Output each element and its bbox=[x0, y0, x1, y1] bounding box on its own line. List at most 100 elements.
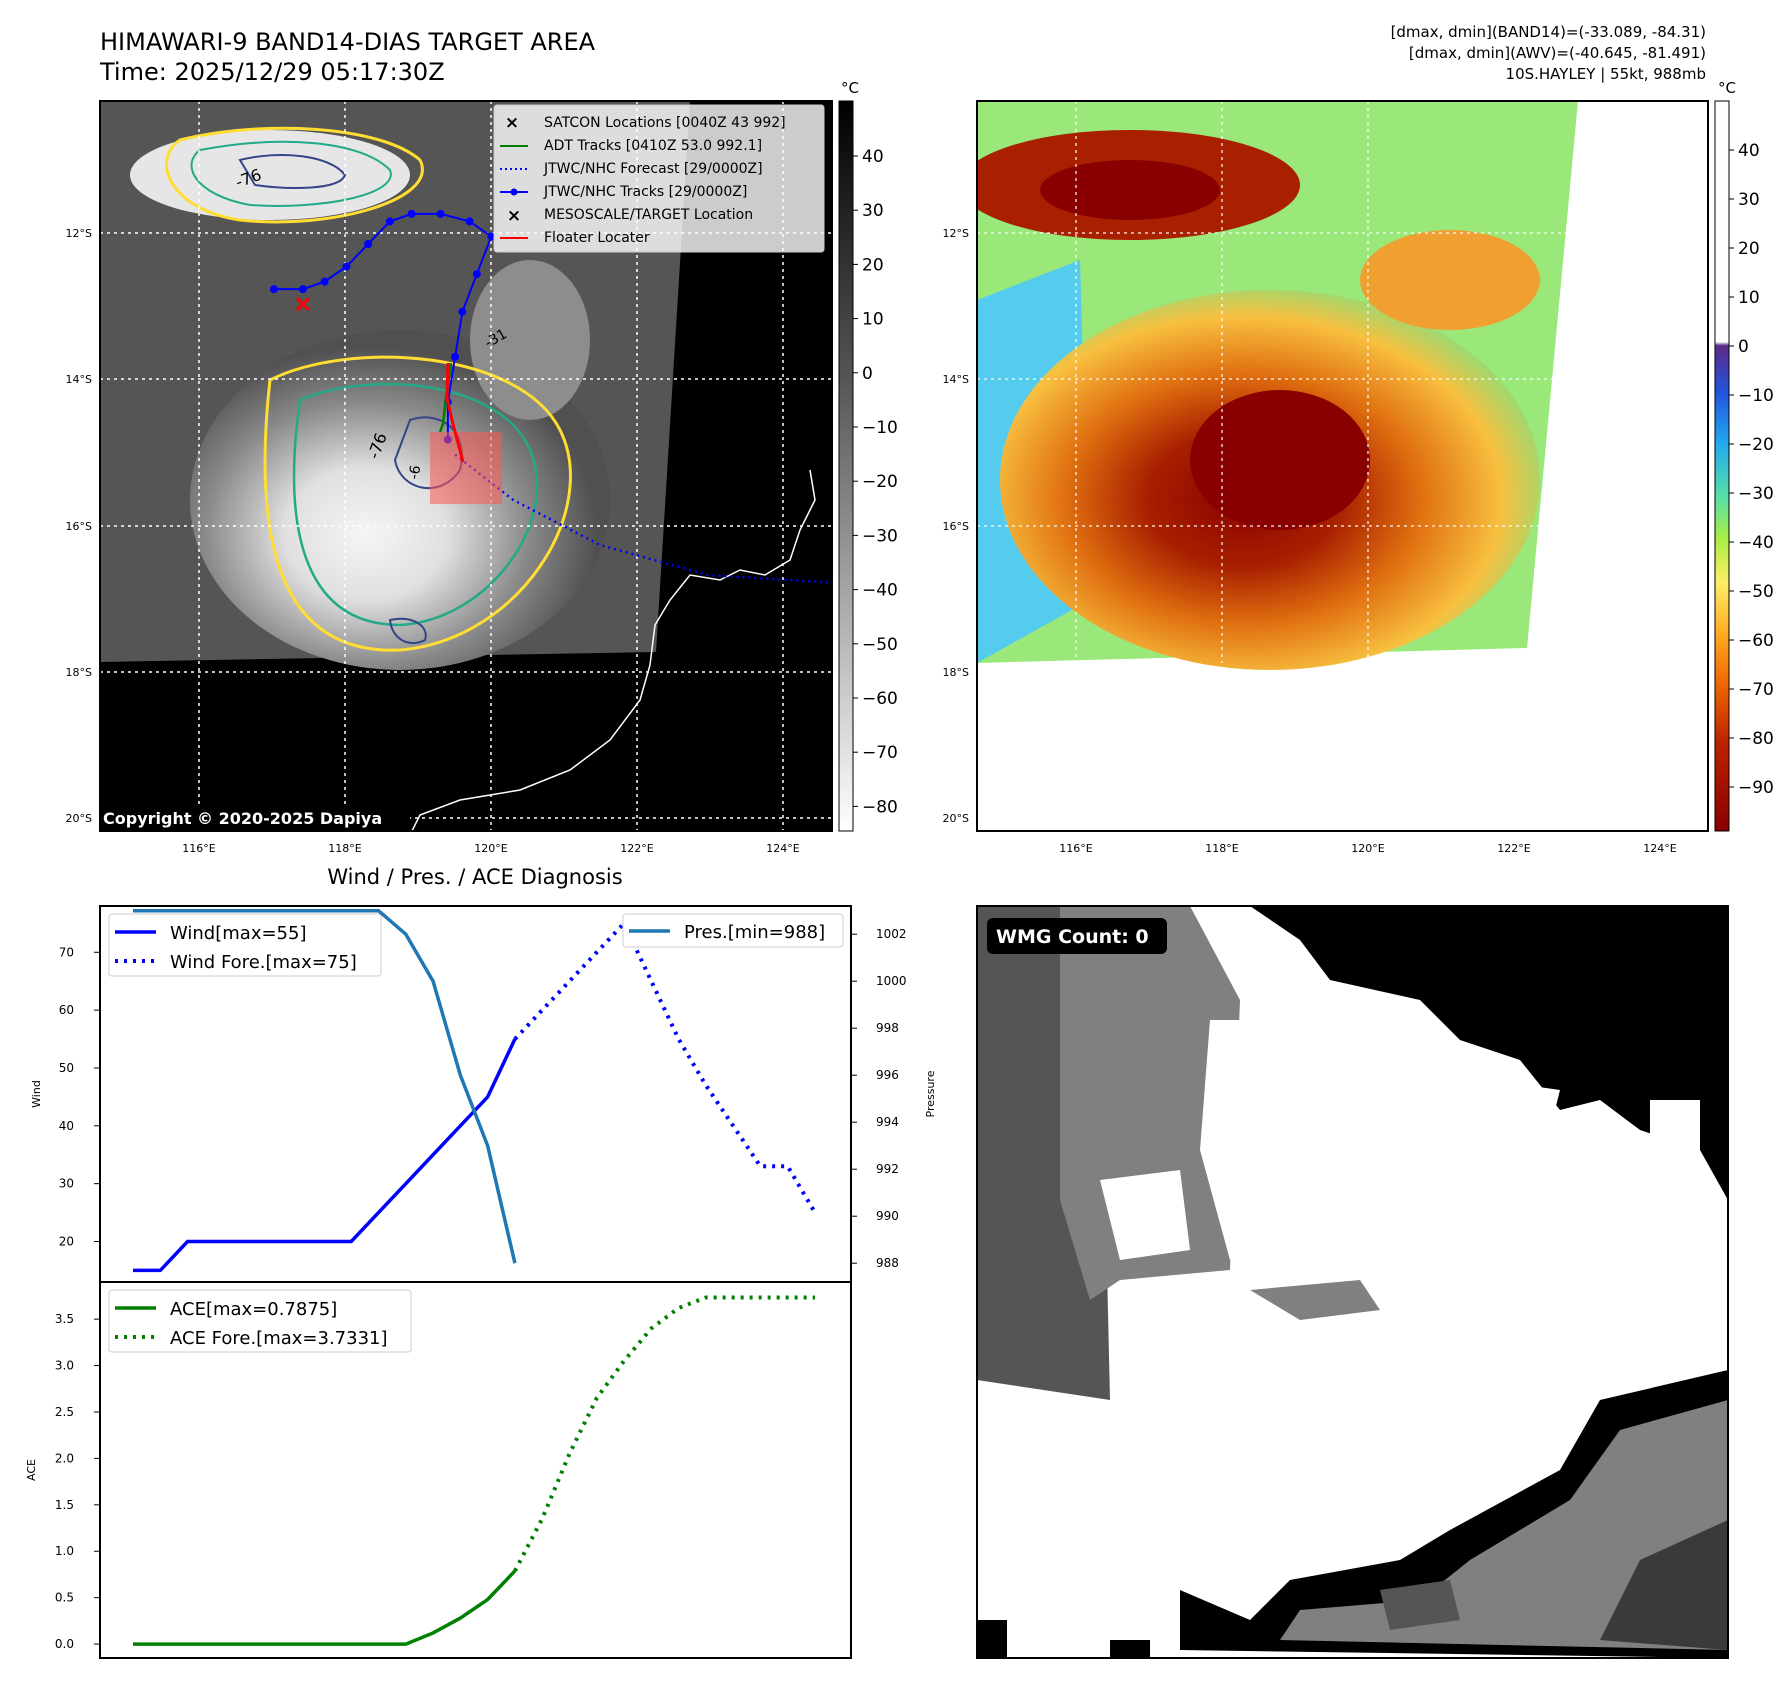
axis-tick-label: 40 bbox=[59, 1119, 74, 1133]
gray-colorbar-ramp bbox=[838, 100, 854, 832]
svg-text:14°S: 14°S bbox=[943, 373, 969, 386]
pressure-axis-label: Pressure bbox=[924, 1070, 937, 1117]
jtwc-track-point bbox=[465, 217, 474, 226]
colorbar-tick-label: −40 bbox=[862, 581, 898, 601]
target-x-icon: × bbox=[507, 206, 521, 226]
wind-forecast-series bbox=[513, 919, 817, 1214]
axis-tick-label: 992 bbox=[876, 1162, 899, 1176]
svg-text:118°E: 118°E bbox=[328, 842, 361, 855]
map-frame bbox=[99, 100, 833, 832]
svg-text:120°E: 120°E bbox=[1351, 842, 1384, 855]
colorbar-tick-label: −70 bbox=[1738, 680, 1774, 700]
svg-text:124°E: 124°E bbox=[1643, 842, 1676, 855]
colorbar-tick-label: −10 bbox=[862, 418, 898, 438]
gray-colorbar: °C 40 30 20 10 0 −10 −20 −30 −40 −50 −60 −70 −80 bbox=[838, 79, 898, 832]
ace-series bbox=[133, 1569, 517, 1646]
jtwc-track-point bbox=[487, 232, 496, 241]
axis-tick-label: 60 bbox=[59, 1003, 74, 1017]
info-awv: [dmax, dmin](AWV)=(-40.645, -81.491) bbox=[1409, 44, 1706, 62]
wind-series bbox=[133, 1038, 517, 1273]
svg-text:116°E: 116°E bbox=[182, 842, 215, 855]
copyright-text: Copyright © 2020-2025 Dapiya bbox=[103, 809, 382, 828]
color-colorbar: °C 40 30 20 10 0 −10 −20 −30 −40 −50 −60 −70 −80 −90 bbox=[1714, 79, 1774, 832]
axis-tick-label: 2.0 bbox=[55, 1451, 74, 1465]
svg-text:118°E: 118°E bbox=[1205, 842, 1238, 855]
wmg-panel: WMG Count: 0 bbox=[976, 905, 1729, 1659]
colorbar-tick-label: 40 bbox=[1738, 141, 1760, 161]
jtwc-track-point bbox=[458, 307, 467, 316]
svg-text:122°E: 122°E bbox=[1497, 842, 1530, 855]
jtwc-track-points bbox=[269, 209, 496, 444]
colorbar-tick-label: 0 bbox=[1738, 337, 1749, 357]
pressure-legend-label: Pres.[min=988] bbox=[684, 922, 825, 943]
axis-tick-label: 20 bbox=[59, 1235, 74, 1249]
color-colorbar-ramp bbox=[1714, 100, 1730, 832]
axis-tick-label: 70 bbox=[59, 945, 74, 959]
legend-jtwc-forecast: JTWC/NHC Forecast [29/0000Z] bbox=[543, 161, 763, 177]
contour-outer bbox=[263, 355, 572, 652]
colorbar-tick-label: 10 bbox=[1738, 288, 1760, 308]
axis-tick-label: 30 bbox=[59, 1177, 74, 1191]
target-x-stroke bbox=[295, 297, 310, 312]
legend-box bbox=[493, 104, 825, 253]
color-map-lon-labels: 116°E 118°E 120°E 122°E 124°E bbox=[1059, 842, 1676, 855]
axis-tick-label: 1.5 bbox=[55, 1498, 74, 1512]
svg-text:12°S: 12°S bbox=[66, 227, 92, 240]
jtwc-track-point bbox=[364, 239, 373, 248]
floater-target-box bbox=[430, 432, 502, 504]
color-map-frame bbox=[976, 100, 1709, 832]
jtwc-track-point bbox=[451, 352, 460, 361]
pressure-series bbox=[133, 908, 517, 1264]
colorbar-tick-label: −80 bbox=[1738, 729, 1774, 749]
axis-tick-label: 3.5 bbox=[55, 1312, 74, 1326]
svg-text:16°S: 16°S bbox=[943, 520, 969, 533]
axis-tick-label: 0.5 bbox=[55, 1591, 74, 1605]
legend-adt: ADT Tracks [0410Z 53.0 992.1] bbox=[544, 138, 762, 154]
legend-jtwc-tracks: JTWC/NHC Tracks [29/0000Z] bbox=[543, 184, 747, 200]
wind-legend: Wind[max=55] Wind Fore.[max=75] bbox=[108, 913, 382, 977]
svg-text:116°E: 116°E bbox=[1059, 842, 1092, 855]
satcon-marker-icon: × bbox=[505, 113, 519, 133]
ace-forecast-series bbox=[513, 1295, 815, 1572]
colorbar-tick-label: −50 bbox=[1738, 582, 1774, 602]
wmg-black-region bbox=[1250, 906, 1728, 1200]
floater-locater-line bbox=[445, 362, 465, 463]
wmg-frame bbox=[976, 905, 1729, 1659]
map-lat-labels: 12°S 14°S 16°S 18°S 20°S bbox=[66, 227, 92, 825]
axis-tick-label: 990 bbox=[876, 1209, 899, 1223]
coastline bbox=[411, 469, 816, 831]
colorbar-tick-label: 20 bbox=[862, 255, 884, 275]
colorbar-tick-label: −60 bbox=[862, 689, 898, 709]
colorbar-tick-label: −30 bbox=[862, 526, 898, 546]
figure-time: Time: 2025/12/29 05:17:30Z bbox=[99, 58, 445, 86]
svg-text:122°E: 122°E bbox=[620, 842, 653, 855]
wind-y-axis: 70 60 50 40 30 20 bbox=[59, 945, 100, 1249]
axis-tick-label: 3.0 bbox=[55, 1359, 74, 1373]
colorbar-tick-label: 10 bbox=[862, 310, 884, 330]
wmg-count-badge bbox=[987, 918, 1167, 954]
ace-plot: 3.5 3.0 2.5 2.0 1.5 1.0 0.5 0.0 ACE ACE[max=0.7… bbox=[25, 1281, 852, 1659]
legend-mesoscale: MESOSCALE/TARGET Location bbox=[544, 207, 753, 223]
svg-text:20°S: 20°S bbox=[66, 812, 92, 825]
wmg-count-label: WMG Count: 0 bbox=[996, 926, 1149, 948]
pressure-y-axis: 1002 1000 998 996 994 992 990 988 bbox=[851, 927, 907, 1270]
colorbar-tick-label: −20 bbox=[1738, 435, 1774, 455]
svg-text:124°E: 124°E bbox=[766, 842, 799, 855]
jtwc-track-point bbox=[436, 209, 445, 218]
axis-tick-label: 1.0 bbox=[55, 1544, 74, 1558]
axis-tick-label: 0.0 bbox=[55, 1637, 74, 1651]
jtwc-track-point bbox=[298, 285, 307, 294]
axis-tick-label: 998 bbox=[876, 1021, 899, 1035]
legend-floater: Floater Locater bbox=[544, 230, 650, 246]
map-lon-labels: 116°E 118°E 120°E 122°E 124°E bbox=[182, 842, 799, 855]
color-colorbar-ticks: 40 30 20 10 0 −10 −20 −30 −40 −50 −60 −70 −80 −90 bbox=[1729, 141, 1774, 798]
target-location-marker bbox=[295, 297, 310, 312]
colorbar-tick-label: 30 bbox=[862, 201, 884, 221]
ace-legend-label: ACE[max=0.7875] bbox=[170, 1299, 337, 1320]
colorbar-tick-label: 20 bbox=[1738, 239, 1760, 259]
colorbar-tick-label: −80 bbox=[862, 797, 898, 817]
figure-title: HIMAWARI-9 BAND14-DIAS TARGET AREA bbox=[100, 28, 596, 56]
gray-colorbar-unit: °C bbox=[841, 79, 859, 97]
jtwc-track-point bbox=[407, 209, 416, 218]
colorbar-tick-label: 40 bbox=[862, 147, 884, 167]
